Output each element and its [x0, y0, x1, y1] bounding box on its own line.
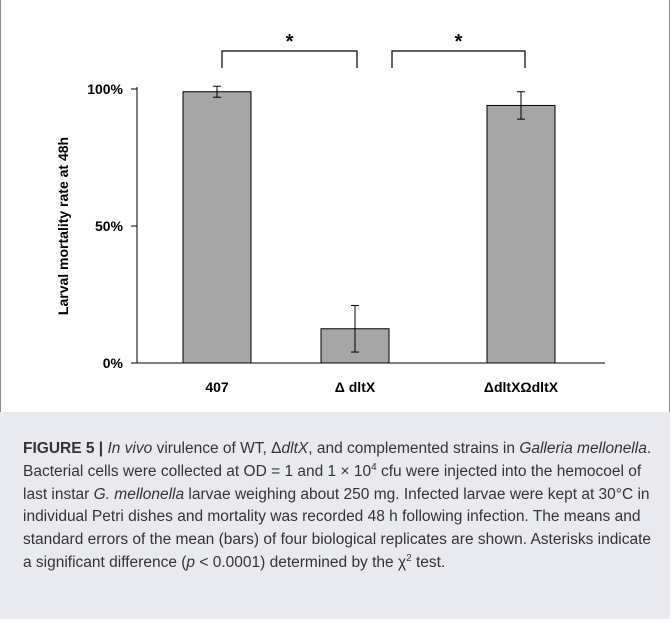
- significance-bracket: [391, 50, 526, 68]
- caption-text: , and complemented strains in: [308, 440, 520, 457]
- significance-asterisk: *: [286, 31, 294, 53]
- caption-italic: Galleria mellonella: [519, 440, 647, 457]
- caption-text: larvae weighing about 250 mg. Infected l…: [23, 485, 652, 571]
- x-tick-label: ΔdltXΩdltX: [484, 379, 559, 395]
- caption-text: test.: [411, 553, 446, 571]
- y-tick-label: 100%: [87, 81, 123, 97]
- significance-bracket: [221, 50, 358, 68]
- figure-label: FIGURE 5 |: [23, 440, 104, 457]
- caption-italic: p: [186, 553, 196, 571]
- bar: [486, 104, 556, 364]
- bar: [182, 91, 252, 364]
- caption-superscript: 4: [371, 461, 377, 473]
- figure-caption: FIGURE 5 | In vivo virulence of WT, Δdlt…: [23, 438, 653, 575]
- caption-panel: FIGURE 5 | In vivo virulence of WT, Δdlt…: [0, 412, 670, 619]
- x-tick-label: Δ dltX: [335, 379, 376, 395]
- caption-text: cfu were injected into the hemocoel of l…: [23, 462, 642, 503]
- y-axis-label: Larval mortality rate at 48h: [55, 137, 71, 315]
- caption-italic: In vivo: [107, 440, 153, 457]
- bar-chart: 0% 50% 100% Larval mortality rate at 48h 407…: [55, 31, 605, 395]
- chart-area: 0% 50% 100% Larval mortality rate at 48h 407…: [55, 31, 605, 395]
- significance-asterisk: *: [455, 31, 463, 53]
- caption-italic: G. mellonella: [93, 485, 185, 503]
- caption-text: . Bacterial cells were collected at OD =…: [23, 440, 652, 480]
- caption-text: < 0.0001) determined by the χ: [195, 553, 407, 571]
- caption-superscript: 2: [406, 552, 412, 564]
- y-tick-label: 50%: [95, 218, 124, 234]
- caption-text: virulence of WT, Δ: [152, 440, 282, 457]
- caption-italic: dltX: [281, 440, 309, 457]
- x-tick-label: 407: [205, 379, 229, 395]
- y-tick-label: 0%: [103, 355, 124, 371]
